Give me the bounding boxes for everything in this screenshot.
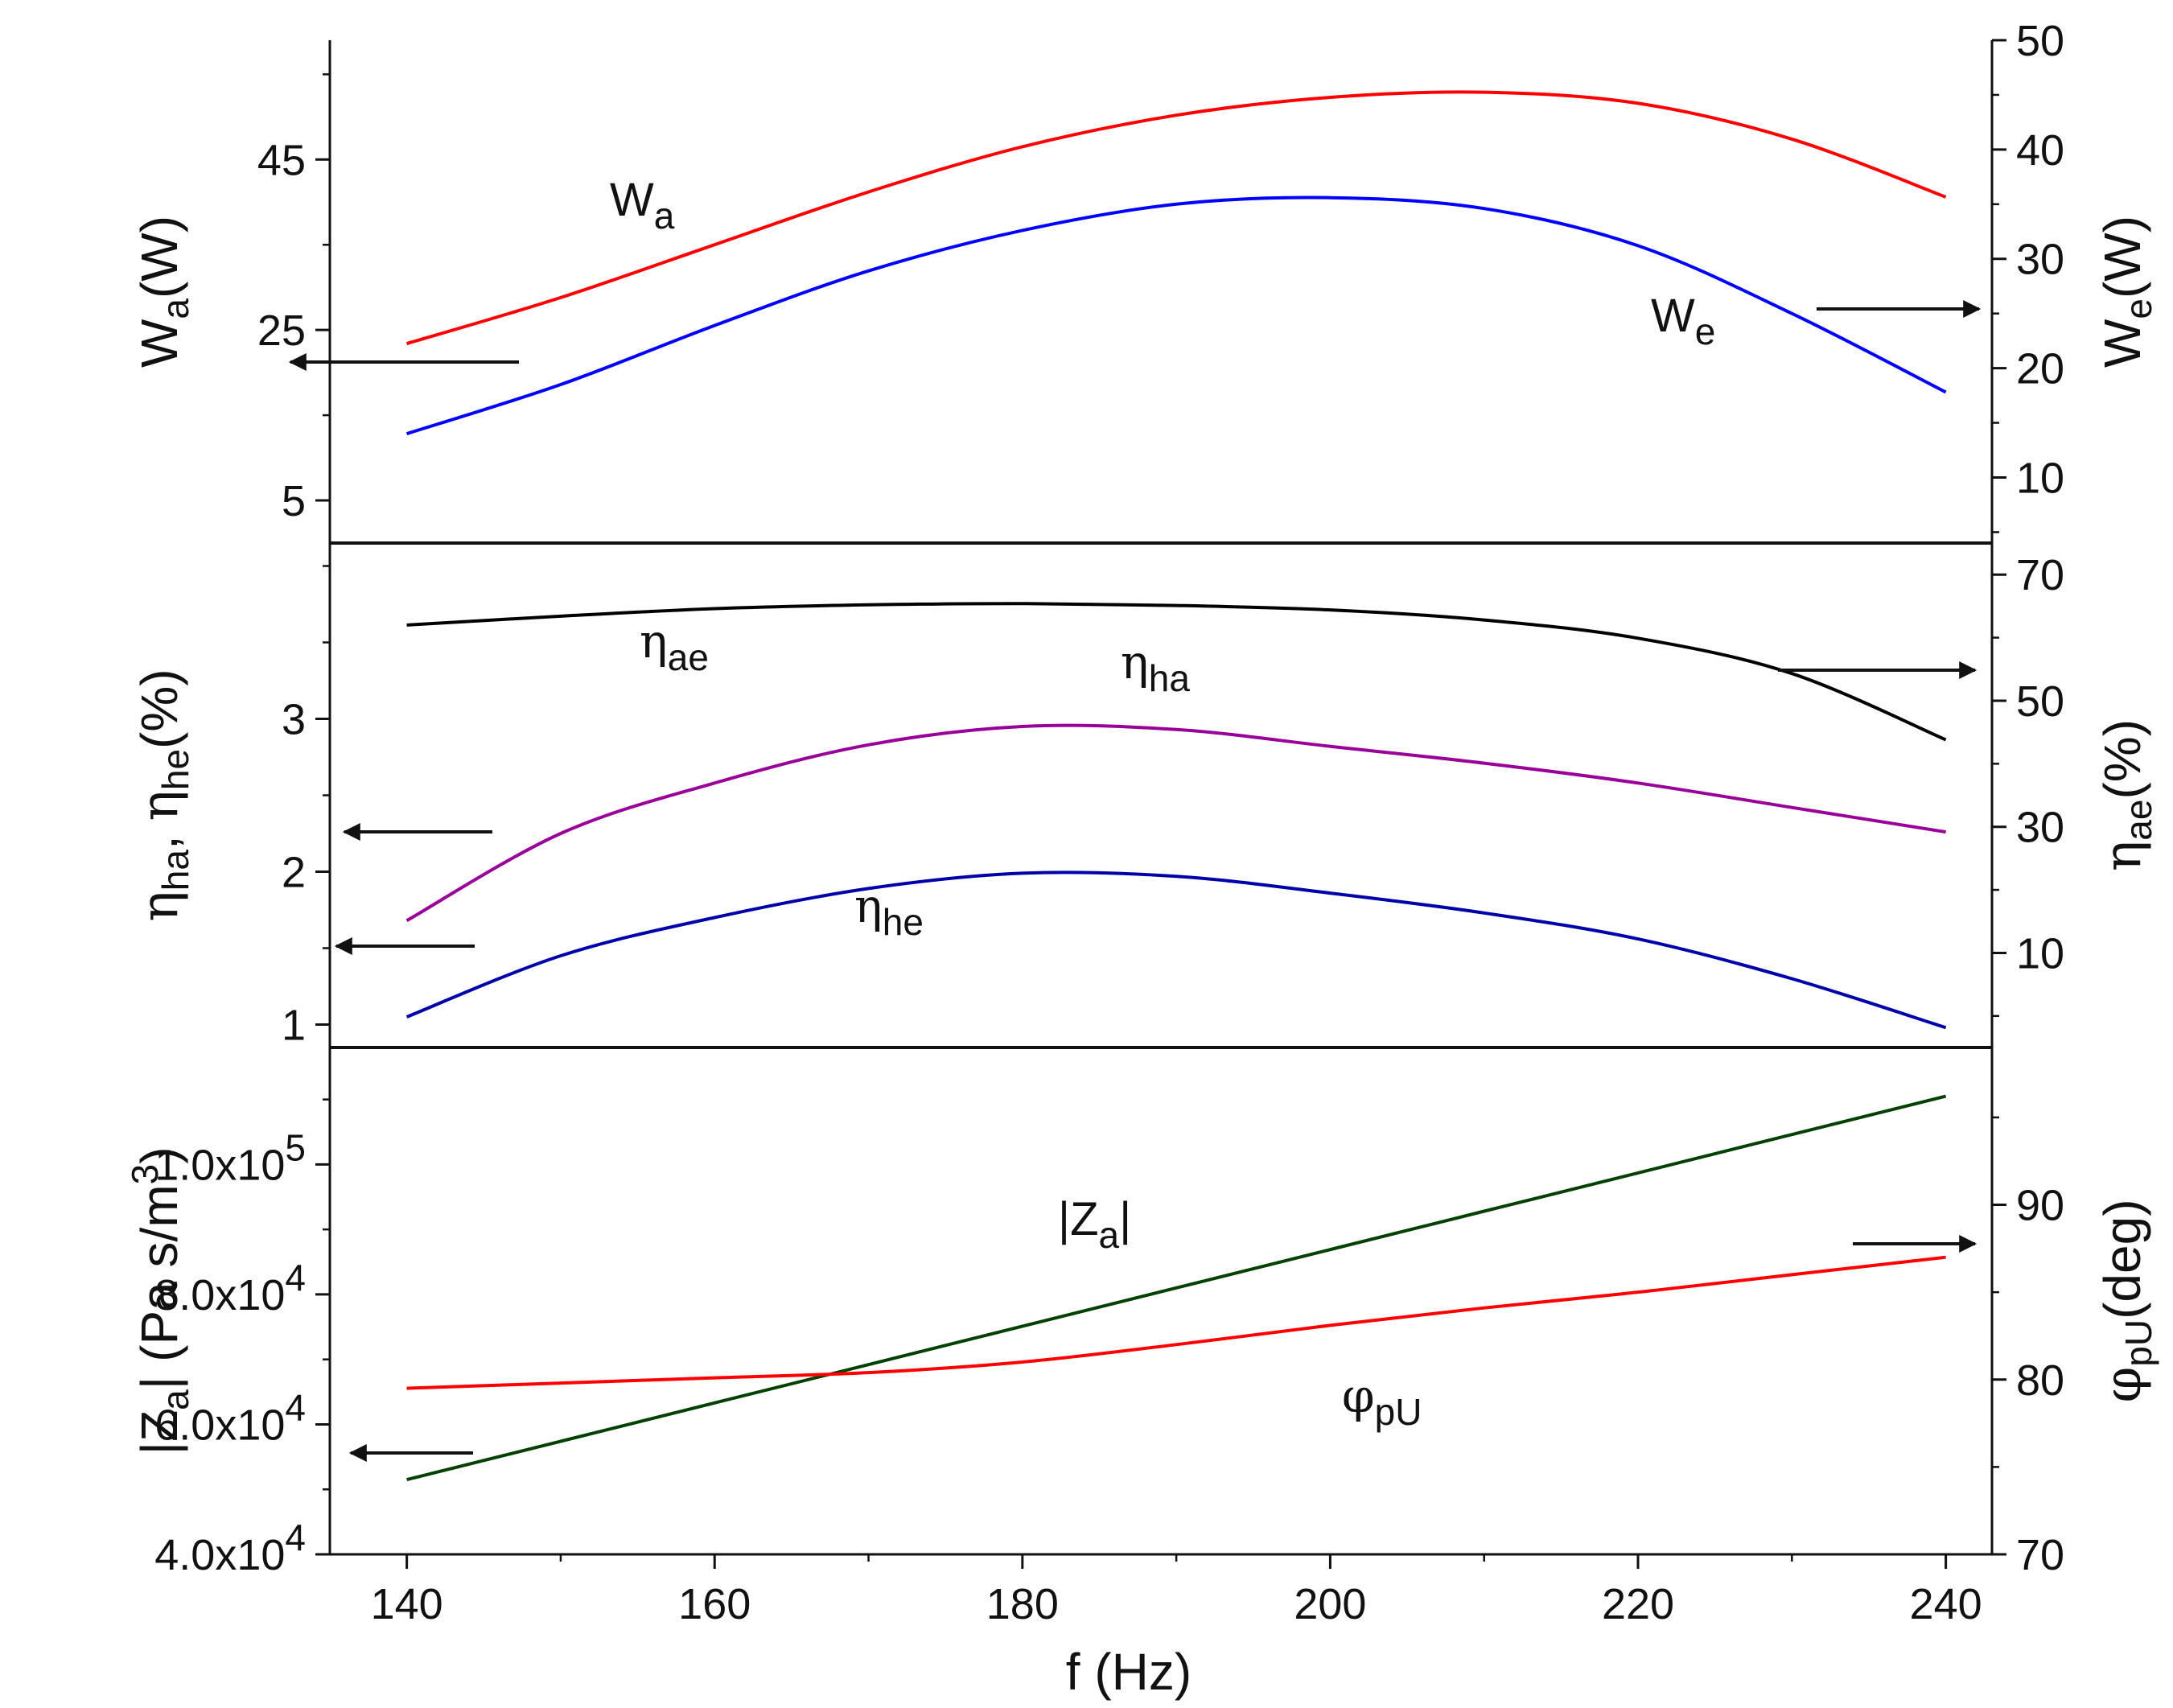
- panel-top: 5 25 45 10 20 30 40 50 Wa(W) We(W) Wa We: [130, 17, 2159, 543]
- series-label: ηae: [640, 614, 709, 678]
- series-line: [405, 195, 1947, 436]
- series-line: [405, 870, 1947, 1030]
- series-line: [406, 90, 1947, 346]
- right-tick-label: 50: [2016, 677, 2064, 726]
- right-tick-label: 30: [2016, 804, 2064, 852]
- left-tick-label: 3: [282, 696, 306, 744]
- x-tick-label: 220: [1602, 1580, 1674, 1628]
- left-tick-label: 1.0x105: [154, 1126, 306, 1189]
- series-label: φpU: [1342, 1368, 1422, 1433]
- x-tick-label: 200: [1294, 1580, 1366, 1628]
- series-line: [406, 602, 1947, 742]
- right-axis-title: φpU(deg): [2093, 1199, 2159, 1402]
- series-label: Wa: [610, 174, 675, 237]
- x-tick-label: 140: [371, 1580, 443, 1628]
- left-tick-label: 5: [282, 477, 306, 525]
- right-tick-label: 20: [2016, 345, 2064, 393]
- left-tick-label: 25: [257, 307, 306, 355]
- right-axis-title: We(W): [2093, 216, 2159, 368]
- series-label: We: [1651, 290, 1715, 352]
- series-label: ηhe: [854, 879, 924, 943]
- right-tick-label: 50: [2016, 17, 2064, 65]
- series-label: |Za|: [1058, 1193, 1131, 1256]
- panel-bottom: 4.0x104 6.0x104 8.0x104 1.0x105 70 80 90 |Za| (…: [124, 1046, 2159, 1701]
- x-axis-title: f (Hz): [1066, 1643, 1191, 1701]
- right-tick-label: 70: [2016, 551, 2064, 599]
- right-tick-label: 90: [2016, 1182, 2064, 1230]
- left-axis-title: Wa(W): [130, 216, 196, 368]
- x-tick-label: 180: [986, 1580, 1059, 1628]
- panel-middle: 1 2 3 10 30 50 70 ηha, ηhe(%) ηae(%) ηae ηha ηhe: [130, 541, 2159, 1050]
- right-tick-label: 10: [2016, 929, 2064, 977]
- series-line: [406, 1094, 1947, 1482]
- series-label: ηha: [1121, 635, 1190, 699]
- left-axis-title: |Za| (Pa s/m3): [124, 1146, 196, 1455]
- x-tick-label: 160: [678, 1580, 751, 1628]
- left-tick-label: 1: [282, 1002, 306, 1050]
- left-tick-label: 2: [282, 849, 306, 897]
- right-tick-label: 80: [2016, 1356, 2064, 1405]
- left-tick-label: 4.0x104: [154, 1517, 306, 1579]
- right-tick-label: 40: [2016, 126, 2064, 175]
- right-tick-label: 10: [2016, 454, 2064, 502]
- left-tick-label: 8.0x104: [154, 1257, 306, 1319]
- series-line: [406, 1255, 1946, 1390]
- left-tick-label: 45: [257, 136, 306, 184]
- left-tick-label: 6.0x104: [154, 1386, 306, 1449]
- right-tick-label: 30: [2016, 236, 2064, 284]
- left-axis-title: ηha, ηhe(%): [130, 669, 196, 921]
- right-tick-label: 70: [2016, 1531, 2064, 1579]
- series-line: [405, 723, 1946, 923]
- right-axis-title: ηae(%): [2093, 719, 2159, 871]
- x-tick-label: 240: [1910, 1580, 1982, 1628]
